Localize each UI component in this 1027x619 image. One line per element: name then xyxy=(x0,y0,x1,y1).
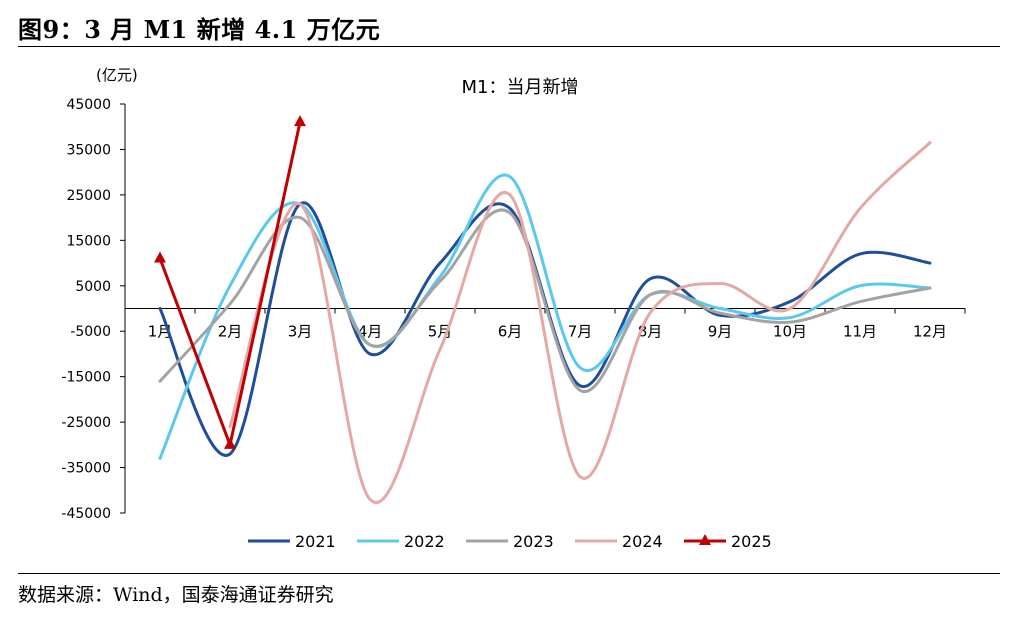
legend: 2021 2022 2023 2024 2025 xyxy=(248,532,772,551)
y-tick-label: 25000 xyxy=(66,188,111,204)
y-tick-label: -45000 xyxy=(61,506,111,522)
legend-label-2022: 2022 xyxy=(404,532,445,551)
x-tick-label: 4月 xyxy=(358,323,383,341)
top-rule xyxy=(18,46,1000,47)
legend-label-2021: 2021 xyxy=(295,532,336,551)
x-tick-label: 9月 xyxy=(708,323,733,341)
chart-title: M1：当月新增 xyxy=(462,77,579,98)
series-line-2023 xyxy=(158,208,932,394)
y-tick-label: 5000 xyxy=(75,279,111,295)
source-note: 数据来源：Wind，国泰海通证券研究 xyxy=(18,584,334,606)
series-layer xyxy=(154,115,932,504)
x-axis: 1月 2月 3月 4月 5月 6月 7月 8月 9月 10月 11月 12月 xyxy=(124,308,966,341)
y-tick-label: 45000 xyxy=(66,97,111,113)
y-axis: 45000 35000 25000 15000 5000 -5000 -15000 -2500… xyxy=(61,97,126,522)
x-tick-label: 6月 xyxy=(498,323,523,341)
y-tick-label: 15000 xyxy=(66,233,111,249)
figure-title: 图9：3 月 M1 新增 4.1 万亿元 xyxy=(18,15,381,44)
series-line-2022 xyxy=(158,173,932,460)
legend-marker-2025 xyxy=(699,534,711,545)
legend-label-2025: 2025 xyxy=(731,532,772,551)
y-tick-label: -15000 xyxy=(61,370,111,386)
legend-label-2023: 2023 xyxy=(513,532,554,551)
series-point-2025 xyxy=(154,251,166,263)
series-point-2025 xyxy=(224,437,236,449)
x-tick-label: 3月 xyxy=(288,323,313,341)
bottom-rule xyxy=(18,573,1000,574)
x-tick-label: 10月 xyxy=(773,323,807,341)
series-point-2025 xyxy=(294,115,306,127)
legend-label-2024: 2024 xyxy=(622,532,663,551)
x-tick-label: 12月 xyxy=(913,323,947,341)
y-tick-label: -5000 xyxy=(70,324,111,340)
y-tick-label: 35000 xyxy=(66,142,111,158)
x-tick-label: 7月 xyxy=(568,323,593,341)
x-tick-label: 2月 xyxy=(218,323,243,341)
y-tick-label: -35000 xyxy=(61,461,111,477)
y-tick-label: -25000 xyxy=(61,415,111,431)
y-axis-unit-label: (亿元) xyxy=(96,66,138,84)
x-tick-label: 11月 xyxy=(843,323,877,341)
series-line-2024 xyxy=(228,141,932,504)
